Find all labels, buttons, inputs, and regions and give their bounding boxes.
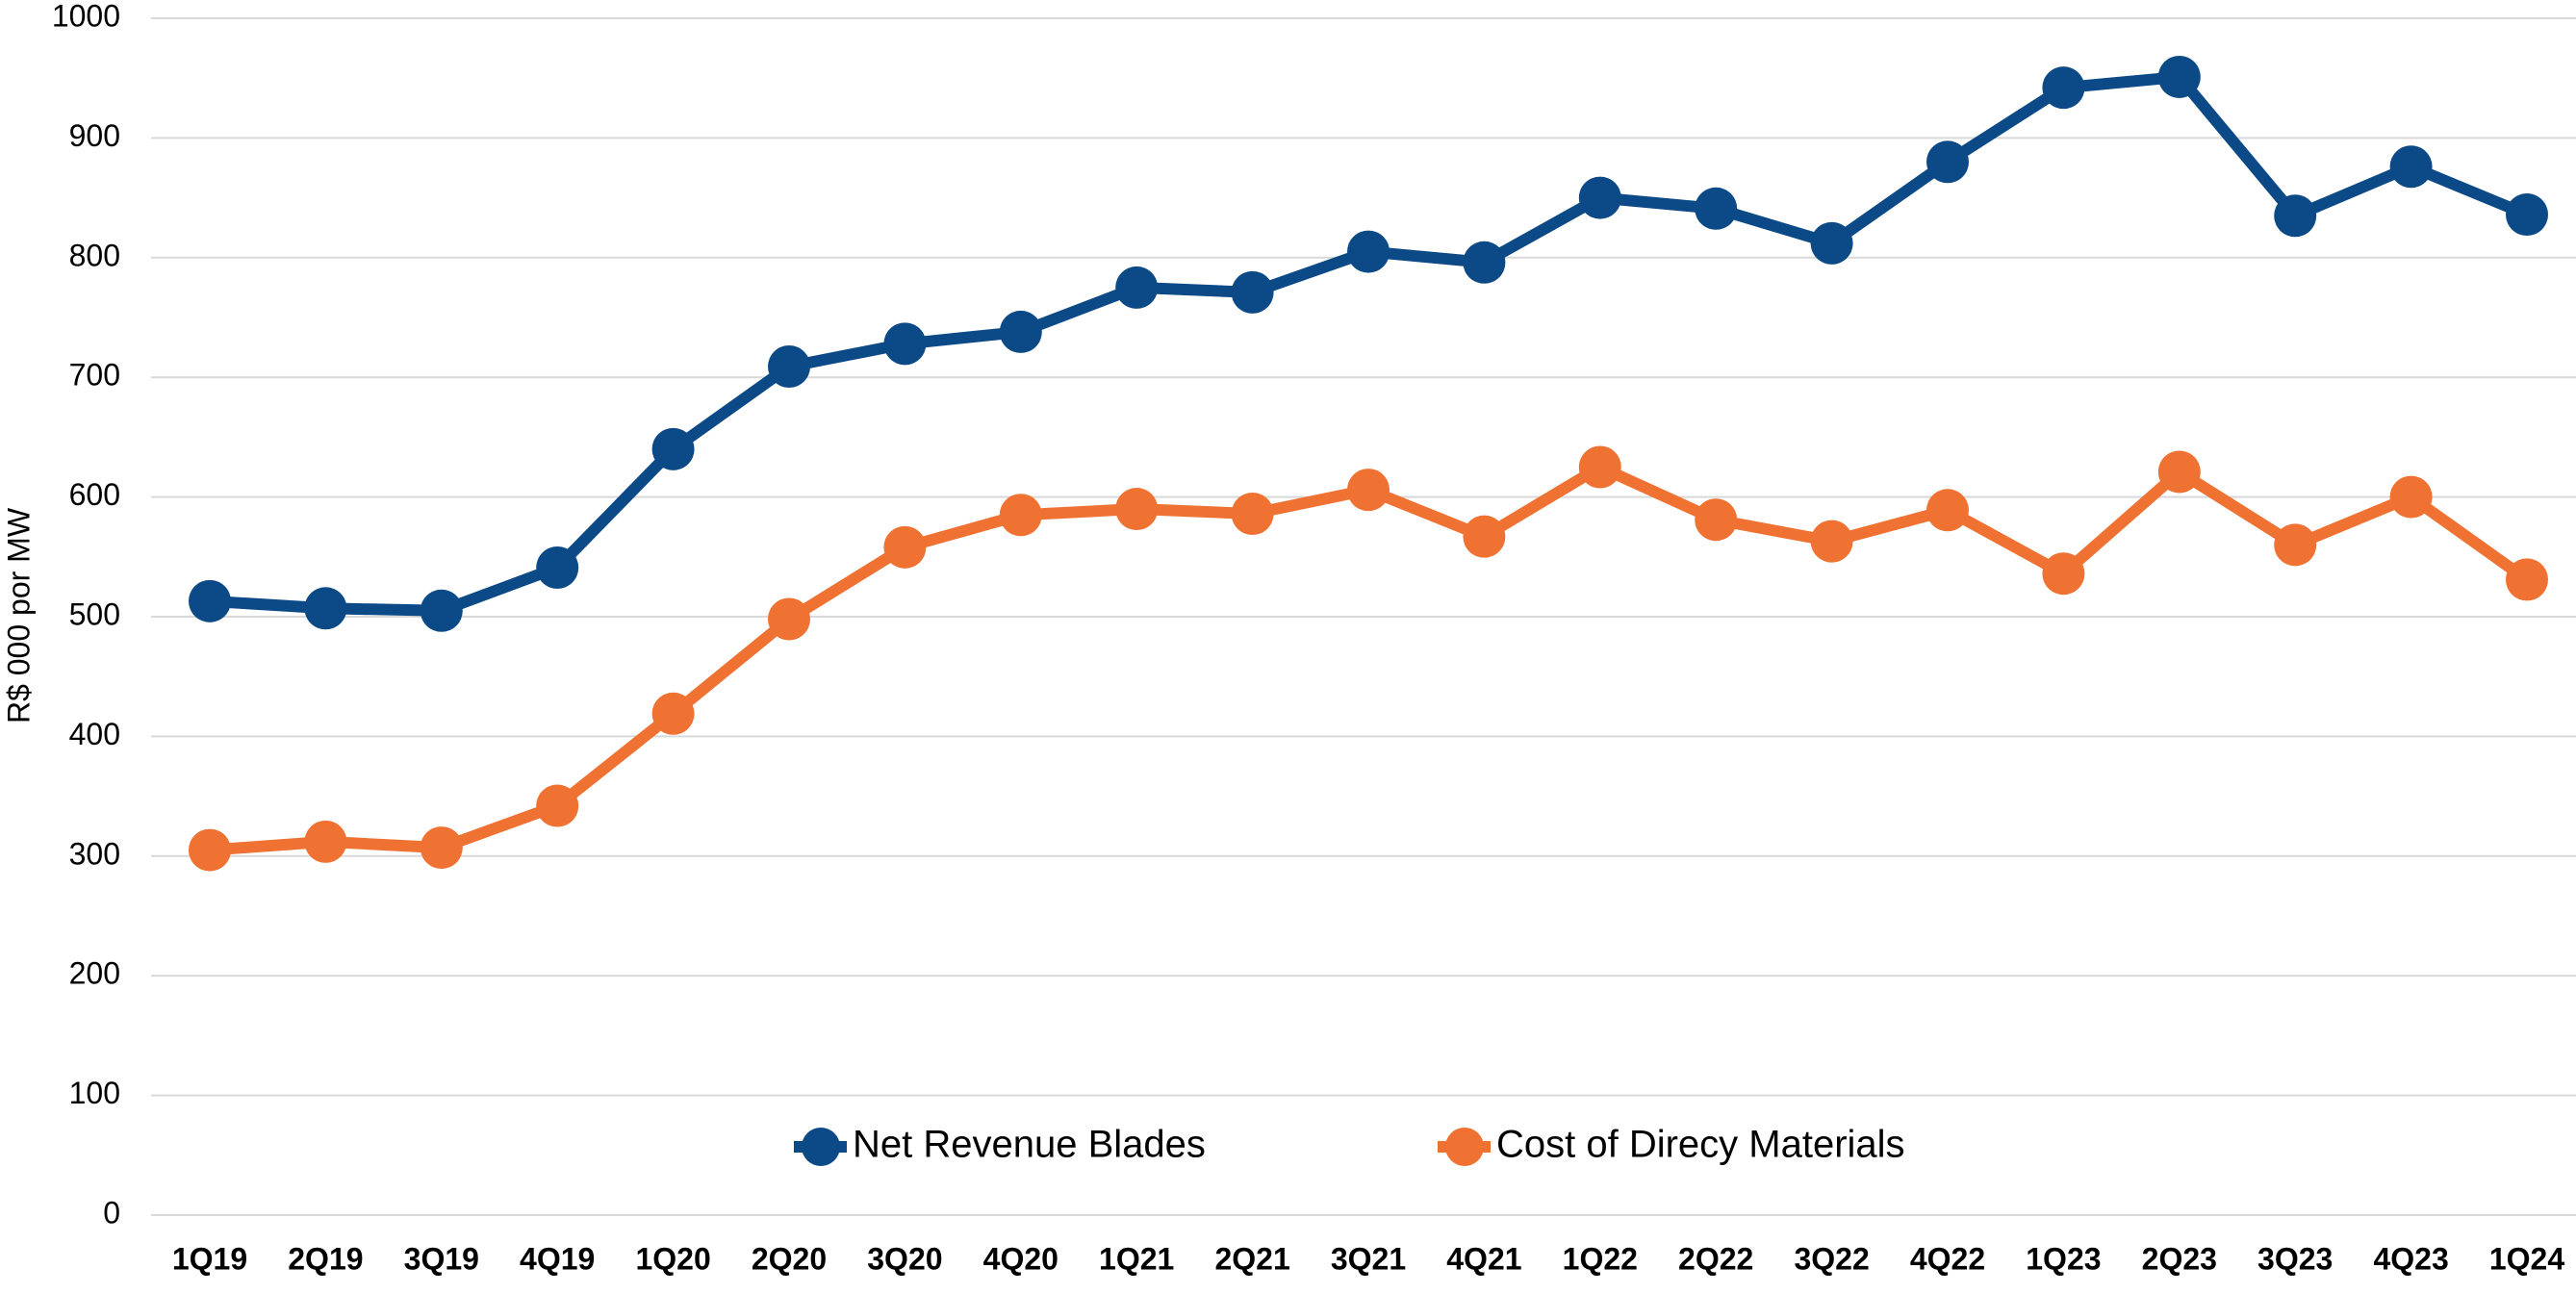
point <box>1578 176 1621 219</box>
y-tick-label: 700 <box>69 358 120 393</box>
point <box>2389 475 2433 519</box>
point <box>189 828 231 872</box>
x-tick-label: 3Q22 <box>1794 1241 1869 1276</box>
y-tick-label: 900 <box>69 118 120 153</box>
point <box>1695 498 1738 542</box>
x-tick-label: 2Q22 <box>1678 1241 1753 1276</box>
point <box>2157 450 2201 494</box>
y-tick-label: 800 <box>69 238 120 272</box>
series-line <box>209 70 2530 617</box>
point <box>2389 145 2433 189</box>
point <box>536 784 579 827</box>
point <box>2506 193 2548 237</box>
y-tick-label: 300 <box>69 836 120 871</box>
point <box>420 589 463 632</box>
x-tick-label: 2Q19 <box>288 1241 363 1276</box>
x-tick-label: 1Q24 <box>2489 1241 2564 1276</box>
x-tick-label: 2Q21 <box>1214 1241 1289 1276</box>
x-tick-label: 1Q19 <box>172 1241 247 1276</box>
point <box>999 310 1042 353</box>
y-tick-label: 500 <box>69 596 120 631</box>
x-tick-label: 4Q20 <box>983 1241 1058 1276</box>
x-tick-label: 2Q23 <box>2142 1241 2217 1276</box>
point <box>1695 187 1738 230</box>
point <box>2042 552 2085 596</box>
point <box>2274 194 2317 238</box>
x-tick-label: 1Q23 <box>2026 1241 2101 1276</box>
legend-label: Net Revenue Blades <box>853 1124 1206 1166</box>
point <box>1810 221 1853 265</box>
y-tick-label: 200 <box>69 956 120 991</box>
point <box>420 826 463 870</box>
legend-marker <box>802 1128 840 1166</box>
point <box>536 546 579 589</box>
x-tick-label: 4Q19 <box>520 1241 595 1276</box>
point <box>189 579 231 622</box>
y-axis-title: R$ 000 por MW <box>1 507 36 723</box>
x-tick-label: 3Q23 <box>2257 1241 2333 1276</box>
point <box>1926 140 1969 184</box>
point <box>1231 270 1274 314</box>
y-tick-label: 1000 <box>52 0 120 33</box>
point <box>1115 488 1159 531</box>
point <box>1578 445 1621 489</box>
legend-marker <box>1445 1128 1484 1166</box>
x-tick-label: 1Q20 <box>635 1241 710 1276</box>
x-tick-label: 2Q20 <box>752 1241 827 1276</box>
point <box>1347 469 1390 512</box>
point <box>768 597 810 641</box>
x-tick-label: 4Q21 <box>1446 1241 1521 1276</box>
x-tick-label: 3Q20 <box>867 1241 942 1276</box>
point <box>1926 489 1969 532</box>
y-tick-label: 600 <box>69 477 120 512</box>
x-tick-label: 4Q22 <box>1910 1241 1985 1276</box>
point <box>1115 266 1159 309</box>
point <box>883 322 927 366</box>
point <box>2274 523 2317 567</box>
point <box>304 587 347 630</box>
point <box>304 820 347 863</box>
point <box>651 427 695 470</box>
point <box>999 494 1042 537</box>
point <box>651 692 695 735</box>
y-tick-label: 0 <box>103 1195 120 1230</box>
x-tick-label: 4Q23 <box>2373 1241 2448 1276</box>
point <box>1347 230 1390 273</box>
point <box>883 525 927 569</box>
x-tick-label: 1Q22 <box>1563 1241 1638 1276</box>
point <box>2042 66 2085 110</box>
point <box>768 345 810 389</box>
point <box>1463 515 1506 558</box>
point <box>1810 520 1853 563</box>
x-tick-label: 3Q21 <box>1331 1241 1406 1276</box>
point <box>2506 558 2548 601</box>
y-tick-label: 400 <box>69 717 120 751</box>
point <box>1231 493 1274 536</box>
x-tick-label: 1Q21 <box>1099 1241 1174 1276</box>
y-tick-label: 100 <box>69 1076 120 1110</box>
legend-label: Cost of Direcy Materials <box>1496 1124 1905 1166</box>
x-tick-label: 3Q19 <box>404 1241 479 1276</box>
point <box>1463 241 1506 284</box>
point <box>2157 55 2201 98</box>
